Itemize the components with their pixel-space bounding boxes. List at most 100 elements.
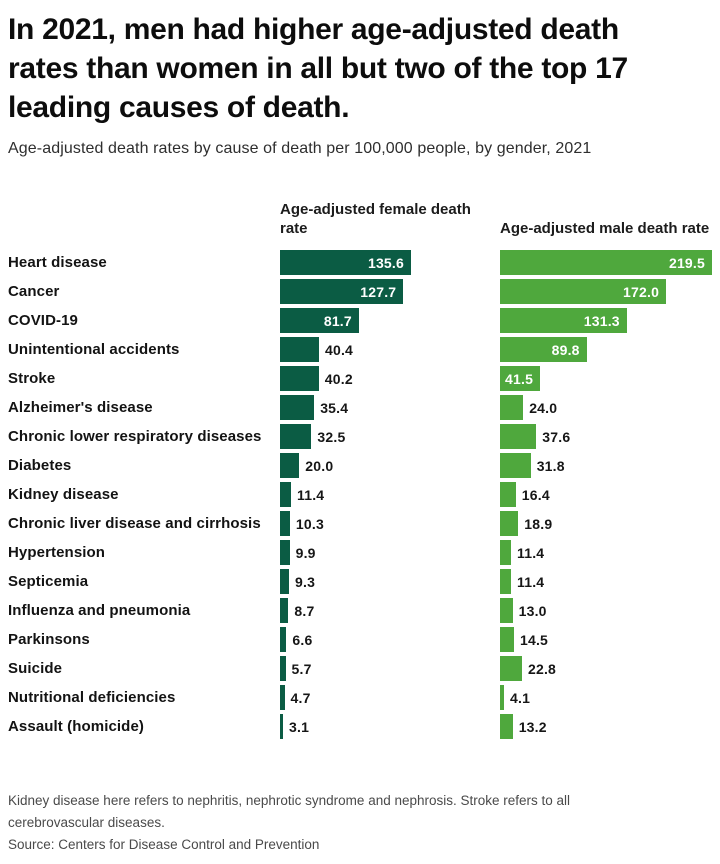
female-bar-track: 81.7 <box>280 308 492 333</box>
value-label: 10.3 <box>295 515 324 532</box>
male-bar: 219.5 <box>500 250 712 275</box>
male-bar: 41.5 <box>500 366 541 391</box>
male-bar <box>500 395 524 420</box>
male-bar-track: 31.8 <box>500 453 712 478</box>
chart-row: Influenza and pneumonia 8.7 13.0 <box>8 598 712 623</box>
female-bar <box>280 656 286 681</box>
female-bar <box>280 482 291 507</box>
female-series-header: Age-adjusted female death rate <box>280 201 471 237</box>
male-bar-track: 22.8 <box>500 656 712 681</box>
male-bar: 89.8 <box>500 337 587 362</box>
value-label: 3.1 <box>289 718 310 735</box>
category-label: Assault (homicide) <box>8 718 144 735</box>
value-label: 135.6 <box>367 254 404 271</box>
value-label: 40.4 <box>325 341 354 358</box>
female-bar-track: 40.2 <box>280 366 492 391</box>
female-bar <box>280 714 283 739</box>
value-label: 16.4 <box>521 486 550 503</box>
female-bar <box>280 569 289 594</box>
female-bar-track: 5.7 <box>280 656 492 681</box>
female-bar: 135.6 <box>280 250 411 275</box>
male-bar-track: 13.0 <box>500 598 712 623</box>
value-label: 22.8 <box>528 660 557 677</box>
male-bar <box>500 511 519 536</box>
value-label: 18.9 <box>524 515 553 532</box>
male-bar-track: 14.5 <box>500 627 712 652</box>
value-label: 35.4 <box>320 399 349 416</box>
male-bar <box>500 598 513 623</box>
female-bar <box>280 424 312 449</box>
male-bar-track: 16.4 <box>500 482 712 507</box>
value-label: 81.7 <box>323 312 352 329</box>
category-label: Alzheimer's disease <box>8 399 153 416</box>
chart-title: In 2021, men had higher age-adjusted dea… <box>8 13 628 124</box>
male-bar-track: 37.6 <box>500 424 712 449</box>
female-bar-track: 4.7 <box>280 685 492 710</box>
male-bar-track: 41.5 <box>500 366 712 391</box>
value-label: 20.0 <box>305 457 334 474</box>
female-bar <box>280 598 289 623</box>
chart-row: Septicemia 9.3 11.4 <box>8 569 712 594</box>
chart-subtitle: Age-adjusted death rates by cause of dea… <box>8 140 592 157</box>
female-bar-track: 10.3 <box>280 511 492 536</box>
source-credit: Source: Centers for Disease Control and … <box>8 837 320 852</box>
female-bar <box>280 453 300 478</box>
male-bar-track: 219.5 <box>500 250 712 275</box>
female-bar <box>280 337 319 362</box>
chart-row: Heart disease 135.6 219.5 <box>8 250 712 275</box>
value-label: 32.5 <box>317 428 346 445</box>
category-label: Chronic liver disease and cirrhosis <box>8 515 261 532</box>
male-bar: 172.0 <box>500 279 667 304</box>
chart-rows: Heart disease 135.6 219.5 Cancer 127.7 172.0 C… <box>8 250 712 739</box>
value-label: 11.4 <box>517 544 545 561</box>
male-bar: 131.3 <box>500 308 627 333</box>
male-bar <box>500 569 511 594</box>
male-bar <box>500 685 504 710</box>
value-label: 31.8 <box>536 457 565 474</box>
category-label: Stroke <box>8 370 56 387</box>
chart-row: Nutritional deficiencies 4.7 4.1 <box>8 685 712 710</box>
female-bar-track: 9.9 <box>280 540 492 565</box>
category-label: Unintentional accidents <box>8 341 180 358</box>
value-label: 13.0 <box>518 602 547 619</box>
female-bar-track: 135.6 <box>280 250 492 275</box>
value-label: 219.5 <box>668 254 705 271</box>
female-bar <box>280 395 315 420</box>
chart-row: Cancer 127.7 172.0 <box>8 279 712 304</box>
chart-row: Unintentional accidents 40.4 89.8 <box>8 337 712 362</box>
category-label: Suicide <box>8 660 63 677</box>
category-label: Influenza and pneumonia <box>8 602 191 619</box>
female-bar-track: 40.4 <box>280 337 492 362</box>
male-bar-track: 13.2 <box>500 714 712 739</box>
male-bar-track: 18.9 <box>500 511 712 536</box>
value-label: 41.5 <box>505 370 534 387</box>
value-label: 24.0 <box>529 399 558 416</box>
category-label: Cancer <box>8 283 60 300</box>
male-bar <box>500 714 513 739</box>
chart-row: Chronic lower respiratory diseases 32.5 37… <box>8 424 712 449</box>
value-label: 13.2 <box>518 718 547 735</box>
female-bar-track: 6.6 <box>280 627 492 652</box>
male-bar-track: 11.4 <box>500 569 712 594</box>
category-label: Chronic lower respiratory diseases <box>8 428 262 445</box>
chart-row: Alzheimer's disease 35.4 24.0 <box>8 395 712 420</box>
category-label: COVID-19 <box>8 312 78 329</box>
value-label: 127.7 <box>360 283 397 300</box>
male-bar <box>500 424 537 449</box>
female-bar <box>280 627 287 652</box>
female-bar <box>280 540 290 565</box>
value-label: 11.4 <box>517 573 545 590</box>
value-label: 9.3 <box>295 573 316 590</box>
chart-row: Diabetes 20.0 31.8 <box>8 453 712 478</box>
category-label: Heart disease <box>8 254 107 271</box>
value-label: 6.6 <box>292 631 313 648</box>
male-bar <box>500 656 522 681</box>
chart-row: Suicide 5.7 22.8 <box>8 656 712 681</box>
chart-row: Stroke 40.2 41.5 <box>8 366 712 391</box>
female-bar-track: 20.0 <box>280 453 492 478</box>
chart-row: Hypertension 9.9 11.4 <box>8 540 712 565</box>
category-label: Hypertension <box>8 544 106 561</box>
female-bar-track: 9.3 <box>280 569 492 594</box>
male-bar <box>500 453 531 478</box>
